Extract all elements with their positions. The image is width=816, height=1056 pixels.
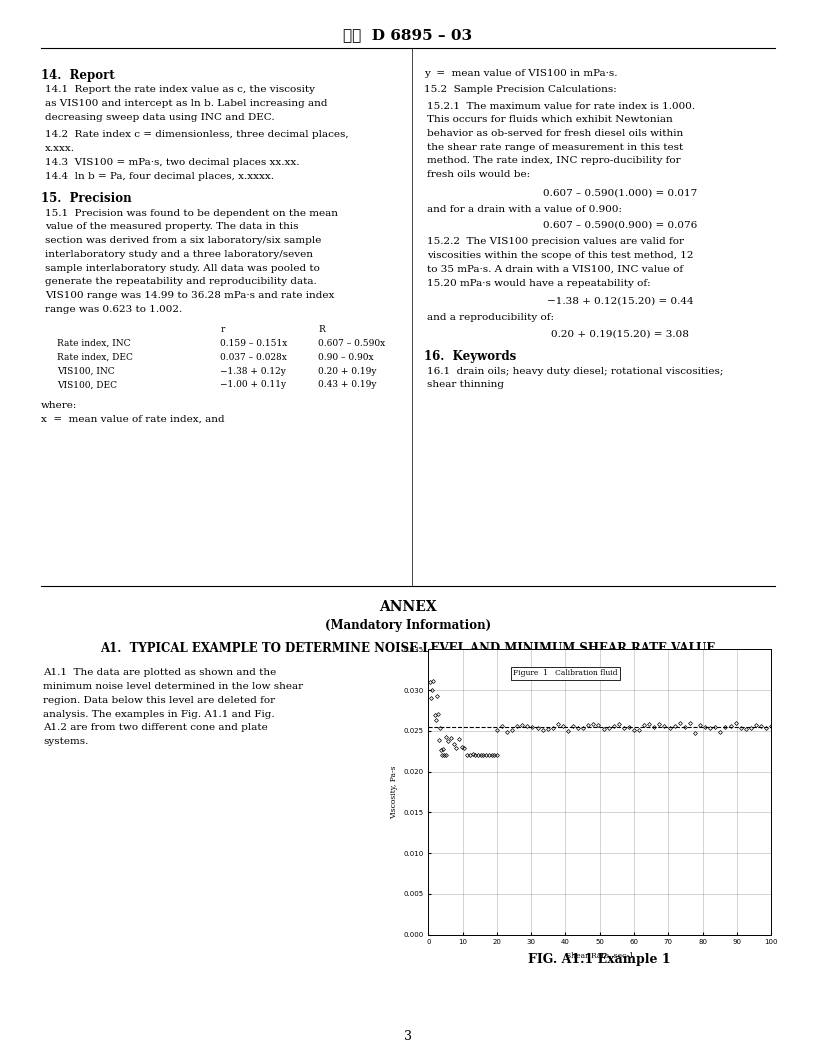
Text: VIS100, DEC: VIS100, DEC	[57, 380, 118, 390]
Text: 0.43 + 0.19y: 0.43 + 0.19y	[318, 380, 377, 390]
Text: interlaboratory study and a three laboratory/seven: interlaboratory study and a three labora…	[45, 250, 313, 259]
Text: x  =  mean value of rate index, and: x = mean value of rate index, and	[41, 415, 224, 423]
Text: decreasing sweep data using INC and DEC.: decreasing sweep data using INC and DEC.	[45, 113, 274, 121]
Text: 14.2  Rate index c = dimensionless, three decimal places,: 14.2 Rate index c = dimensionless, three…	[45, 130, 348, 139]
Text: value of the measured property. The data in this: value of the measured property. The data…	[45, 223, 299, 231]
Text: 0.20 + 0.19y: 0.20 + 0.19y	[318, 366, 377, 376]
Text: 14.  Report: 14. Report	[41, 69, 114, 81]
X-axis label: Shear Rate, sec-1: Shear Rate, sec-1	[565, 951, 634, 959]
Text: ANNEX: ANNEX	[379, 600, 437, 614]
Text: viscosities within the scope of this test method, 12: viscosities within the scope of this tes…	[427, 251, 694, 260]
Text: 15.20 mPa·s would have a repeatability of:: 15.20 mPa·s would have a repeatability o…	[427, 279, 650, 287]
Text: to 35 mPa·s. A drain with a VIS100, INC value of: to 35 mPa·s. A drain with a VIS100, INC …	[427, 265, 683, 274]
Text: 15.2  Sample Precision Calculations:: 15.2 Sample Precision Calculations:	[424, 86, 617, 94]
Text: VIS100 range was 14.99 to 36.28 mPa·s and rate index: VIS100 range was 14.99 to 36.28 mPa·s an…	[45, 291, 335, 300]
Text: −1.38 + 0.12(15.20) = 0.44: −1.38 + 0.12(15.20) = 0.44	[547, 297, 694, 305]
Text: 16.1  drain oils; heavy duty diesel; rotational viscosities;: 16.1 drain oils; heavy duty diesel; rota…	[427, 366, 723, 376]
Text: sample interlaboratory study. All data was pooled to: sample interlaboratory study. All data w…	[45, 264, 320, 272]
Text: behavior as ob-served for fresh diesel oils within: behavior as ob-served for fresh diesel o…	[427, 129, 683, 138]
Text: 16.  Keywords: 16. Keywords	[424, 350, 517, 363]
Text: as VIS100 and intercept as ln b. Label increasing and: as VIS100 and intercept as ln b. Label i…	[45, 99, 327, 108]
Text: Rate index, INC: Rate index, INC	[57, 339, 131, 348]
Text: This occurs for fluids which exhibit Newtonian: This occurs for fluids which exhibit New…	[427, 115, 672, 125]
Text: fresh oils would be:: fresh oils would be:	[427, 170, 530, 180]
Text: 0.20 + 0.19(15.20) = 3.08: 0.20 + 0.19(15.20) = 3.08	[552, 329, 689, 339]
Text: 14.1  Report the rate index value as c, the viscosity: 14.1 Report the rate index value as c, t…	[45, 86, 315, 94]
Text: 0.607 – 0.590x: 0.607 – 0.590x	[318, 339, 385, 348]
Text: 15.1  Precision was found to be dependent on the mean: 15.1 Precision was found to be dependent…	[45, 209, 338, 218]
Text: y  =  mean value of VIS100 in mPa·s.: y = mean value of VIS100 in mPa·s.	[424, 69, 618, 78]
Text: x.xxx.: x.xxx.	[45, 144, 75, 153]
Text: 14.3  VIS100 = mPa·s, two decimal places xx.xx.: 14.3 VIS100 = mPa·s, two decimal places …	[45, 157, 299, 167]
Text: A1.2 are from two different cone and plate: A1.2 are from two different cone and pla…	[43, 723, 268, 733]
Text: region. Data below this level are deleted for: region. Data below this level are delete…	[43, 696, 275, 705]
Text: range was 0.623 to 1.002.: range was 0.623 to 1.002.	[45, 305, 182, 314]
Text: section was derived from a six laboratory/six sample: section was derived from a six laborator…	[45, 237, 322, 245]
Text: FIG. A1.1 Example 1: FIG. A1.1 Example 1	[529, 953, 671, 965]
Text: A1.1  The data are plotted as shown and the: A1.1 The data are plotted as shown and t…	[43, 668, 277, 678]
Text: ⒶⓂ  D 6895 – 03: ⒶⓂ D 6895 – 03	[344, 27, 472, 42]
Text: 0.607 – 0.590(0.900) = 0.076: 0.607 – 0.590(0.900) = 0.076	[543, 221, 698, 230]
Text: minimum noise level determined in the low shear: minimum noise level determined in the lo…	[43, 682, 304, 692]
Text: 15.2.2  The VIS100 precision values are valid for: 15.2.2 The VIS100 precision values are v…	[427, 238, 684, 246]
Text: 0.159 – 0.151x: 0.159 – 0.151x	[220, 339, 288, 348]
Text: r: r	[220, 325, 224, 335]
Text: and for a drain with a value of 0.900:: and for a drain with a value of 0.900:	[427, 205, 622, 213]
Text: shear thinning: shear thinning	[427, 380, 503, 390]
Text: analysis. The examples in Fig. A1.1 and Fig.: analysis. The examples in Fig. A1.1 and …	[43, 710, 275, 719]
Text: 3: 3	[404, 1030, 412, 1042]
Text: 0.037 – 0.028x: 0.037 – 0.028x	[220, 353, 287, 362]
Text: method. The rate index, INC repro-ducibility for: method. The rate index, INC repro-ducibi…	[427, 156, 681, 166]
Text: 0.607 – 0.590(1.000) = 0.017: 0.607 – 0.590(1.000) = 0.017	[543, 188, 698, 197]
Text: the shear rate range of measurement in this test: the shear rate range of measurement in t…	[427, 143, 683, 152]
Y-axis label: Viscosity, Pa-s: Viscosity, Pa-s	[390, 766, 397, 818]
Text: Rate index, DEC: Rate index, DEC	[57, 353, 133, 362]
Text: generate the repeatability and reproducibility data.: generate the repeatability and reproduci…	[45, 278, 317, 286]
Text: Figure  1   Calibration fluid: Figure 1 Calibration fluid	[513, 670, 618, 677]
Text: −1.00 + 0.11y: −1.00 + 0.11y	[220, 380, 286, 390]
Text: 14.4  ln b = Pa, four decimal places, x.xxxx.: 14.4 ln b = Pa, four decimal places, x.x…	[45, 171, 274, 181]
Text: systems.: systems.	[43, 737, 89, 747]
Text: where:: where:	[41, 401, 78, 410]
Text: A1.  TYPICAL EXAMPLE TO DETERMINE NOISE LEVEL AND MINIMUM SHEAR RATE VALUE: A1. TYPICAL EXAMPLE TO DETERMINE NOISE L…	[100, 642, 716, 655]
Text: 0.90 – 0.90x: 0.90 – 0.90x	[318, 353, 374, 362]
Text: 15.  Precision: 15. Precision	[41, 192, 131, 205]
Text: (Mandatory Information): (Mandatory Information)	[325, 619, 491, 631]
Text: VIS100, INC: VIS100, INC	[57, 366, 115, 376]
Text: −1.38 + 0.12y: −1.38 + 0.12y	[220, 366, 286, 376]
Text: R: R	[318, 325, 325, 335]
Text: 15.2.1  The maximum value for rate index is 1.000.: 15.2.1 The maximum value for rate index …	[427, 101, 695, 111]
Text: and a reproducibility of:: and a reproducibility of:	[427, 313, 554, 322]
